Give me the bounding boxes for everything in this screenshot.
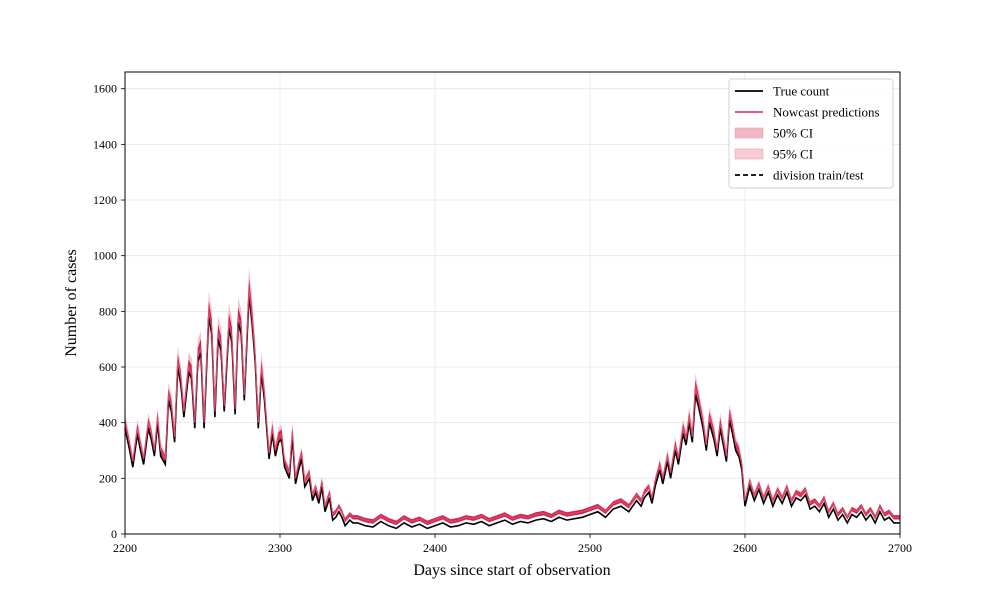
legend-frame (728, 78, 894, 189)
y-tick-label: 200 (99, 471, 117, 485)
x-axis-ticks: 2200 2300 2400 2500 2600 2700 (113, 534, 912, 555)
x-axis-label: Days since start of observation (413, 562, 610, 579)
data-lines (124, 289, 900, 530)
x-tick-label: 2600 (733, 541, 757, 555)
x-tick-label: 2500 (578, 541, 602, 555)
y-tick-label: 1600 (93, 82, 117, 96)
legend-swatch (734, 127, 764, 139)
legend: True count Nowcast predictions 50% CI 95% C… (728, 78, 894, 189)
x-tick-label: 2300 (268, 541, 292, 555)
y-tick-label: 0 (111, 527, 117, 541)
y-tick-label: 1200 (93, 193, 117, 207)
y-axis-ticks: 0 200 400 600 800 1000 1200 1400 1600 (93, 82, 125, 541)
legend-swatch (734, 148, 764, 160)
legend-label: 50% CI (773, 126, 813, 141)
x-tick-label: 2400 (423, 541, 447, 555)
y-tick-label: 400 (99, 416, 117, 430)
plot-frame (124, 71, 901, 535)
legend-label: 95% CI (773, 147, 813, 162)
grid-lines (124, 72, 901, 535)
y-tick-label: 1400 (93, 137, 117, 151)
x-tick-label: 2200 (113, 541, 137, 555)
y-tick-label: 800 (99, 304, 117, 318)
y-tick-label: 1000 (93, 249, 117, 263)
y-axis-label: Number of cases (63, 249, 80, 357)
nowcast-line (124, 289, 900, 524)
legend-label: Nowcast predictions (773, 105, 880, 120)
y-tick-label: 600 (99, 360, 117, 374)
legend-label: True count (773, 84, 830, 99)
legend-label: division train/test (773, 168, 864, 183)
x-tick-label: 2700 (888, 541, 912, 555)
